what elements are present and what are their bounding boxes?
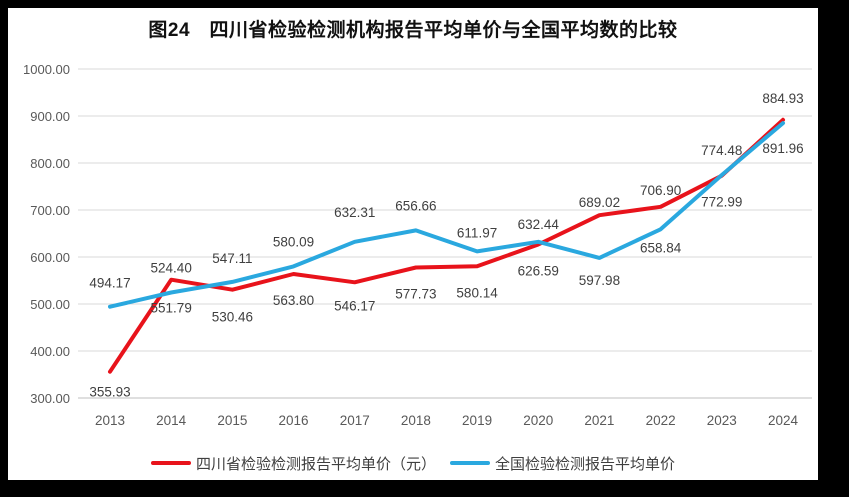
- data-label: 580.09: [273, 234, 314, 249]
- data-label: 611.97: [457, 225, 497, 240]
- legend-item-sichuan: 四川省检验检测报告平均单价（元）: [150, 453, 436, 474]
- y-tick-label: 1000.00: [23, 62, 70, 77]
- data-label: 884.93: [762, 91, 803, 106]
- chart-background: [8, 8, 818, 480]
- y-tick-label: 600.00: [30, 250, 70, 265]
- data-label: 563.80: [273, 293, 314, 308]
- x-tick-label: 2023: [707, 413, 737, 428]
- data-label: 632.31: [334, 205, 375, 220]
- x-tick-label: 2016: [279, 413, 309, 428]
- x-tick-label: 2013: [95, 413, 125, 428]
- x-tick-label: 2020: [523, 413, 553, 428]
- chart-legend: 四川省检验检测报告平均单价（元） 全国检验检测报告平均单价: [8, 450, 818, 476]
- y-tick-label: 500.00: [30, 297, 70, 312]
- data-label: 530.46: [212, 310, 253, 325]
- x-tick-label: 2024: [768, 413, 799, 428]
- y-tick-label: 800.00: [30, 156, 70, 171]
- x-tick-label: 2018: [401, 413, 431, 428]
- data-label: 626.59: [518, 264, 559, 279]
- data-label: 656.66: [395, 198, 436, 213]
- x-tick-label: 2015: [217, 413, 247, 428]
- data-label: 774.48: [701, 143, 742, 158]
- y-tick-label: 900.00: [30, 109, 70, 124]
- legend-swatch-national: [450, 460, 490, 466]
- data-label: 547.11: [212, 251, 252, 266]
- data-label: 891.96: [762, 141, 803, 156]
- x-tick-label: 2014: [156, 413, 187, 428]
- legend-swatch-sichuan: [150, 460, 191, 466]
- data-label: 580.14: [456, 285, 498, 300]
- series-line-sichuan: [108, 117, 785, 374]
- legend-item-national: 全国检验检测报告平均单价: [450, 453, 675, 474]
- series-line-national: [108, 121, 785, 309]
- data-label: 577.73: [395, 286, 436, 301]
- data-label: 689.02: [579, 195, 620, 210]
- legend-label-national: 全国检验检测报告平均单价: [495, 455, 676, 473]
- x-tick-label: 2022: [646, 413, 676, 428]
- x-tick-label: 2021: [584, 413, 614, 428]
- y-tick-label: 700.00: [30, 203, 70, 218]
- data-label: 772.99: [701, 195, 742, 210]
- data-label: 355.93: [89, 385, 130, 400]
- data-label: 706.90: [640, 183, 681, 198]
- y-tick-label: 400.00: [30, 344, 70, 359]
- data-label: 546.17: [334, 298, 375, 313]
- data-label: 632.44: [518, 217, 560, 232]
- data-label: 658.84: [640, 240, 682, 255]
- data-label: 524.40: [151, 261, 192, 276]
- x-tick-label: 2017: [340, 413, 370, 428]
- x-tick-label: 2019: [462, 413, 492, 428]
- y-tick-label: 300.00: [30, 391, 70, 406]
- chart-title: 图24 四川省检验检测机构报告平均单价与全国平均数的比较: [148, 20, 678, 41]
- data-label: 551.79: [151, 301, 192, 316]
- data-label: 494.17: [89, 276, 130, 291]
- data-label: 597.98: [579, 273, 620, 288]
- legend-label-sichuan: 四川省检验检测报告平均单价（元）: [195, 455, 436, 473]
